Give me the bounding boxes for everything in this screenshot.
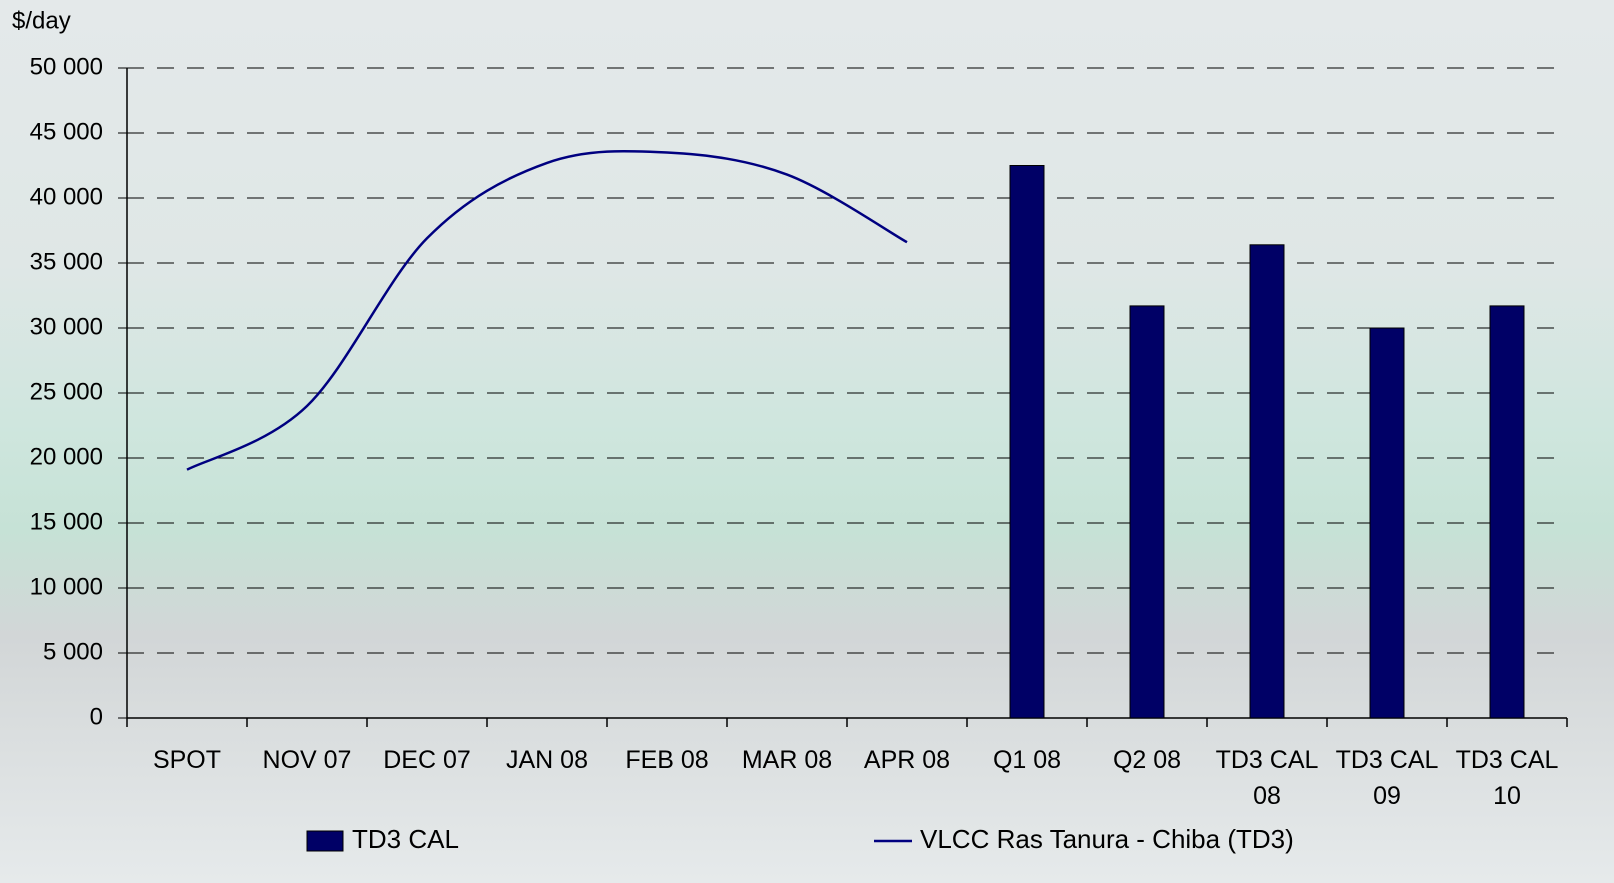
x-tick-label: SPOT [152, 746, 222, 774]
y-tick-label: 10 000 [30, 573, 103, 600]
y-tick-label: 5 000 [43, 638, 103, 665]
x-tick-label: NOV 07 [262, 746, 352, 774]
y-tick-label: 50 000 [30, 53, 103, 80]
x-tick-label: TD3 CAL 10 [1455, 746, 1559, 810]
x-tick-label: Q2 08 [1112, 746, 1182, 774]
bar [1249, 244, 1285, 719]
y-tick-label: 30 000 [30, 313, 103, 340]
x-tick-label: APR 08 [863, 746, 951, 774]
bar [1009, 165, 1045, 719]
x-tick-label: MAR 08 [741, 746, 833, 774]
legend-label: TD3 CAL [352, 824, 459, 854]
y-tick-label: 20 000 [30, 443, 103, 470]
legend-swatch [306, 830, 344, 852]
y-tick-label: 25 000 [30, 378, 103, 405]
y-tick-label: 40 000 [30, 183, 103, 210]
x-tick-label: JAN 08 [506, 746, 588, 774]
y-axis-label: $/day [12, 7, 71, 34]
x-tick-label: Q1 08 [992, 746, 1062, 774]
y-tick-label: 45 000 [30, 118, 103, 145]
bar [1489, 305, 1525, 719]
legend-label: VLCC Ras Tanura - Chiba (TD3) [920, 824, 1294, 854]
line-series [186, 149, 908, 471]
y-tick-label: 15 000 [30, 508, 103, 535]
y-tick-label: 35 000 [30, 248, 103, 275]
bar [1129, 305, 1165, 719]
bar [1369, 327, 1405, 719]
x-tick-label: TD3 CAL 08 [1215, 746, 1319, 810]
x-tick-label: DEC 07 [383, 746, 471, 774]
x-tick-label: TD3 CAL 09 [1335, 746, 1439, 810]
y-tick-label: 0 [90, 703, 103, 730]
x-tick-label: FEB 08 [625, 746, 709, 774]
